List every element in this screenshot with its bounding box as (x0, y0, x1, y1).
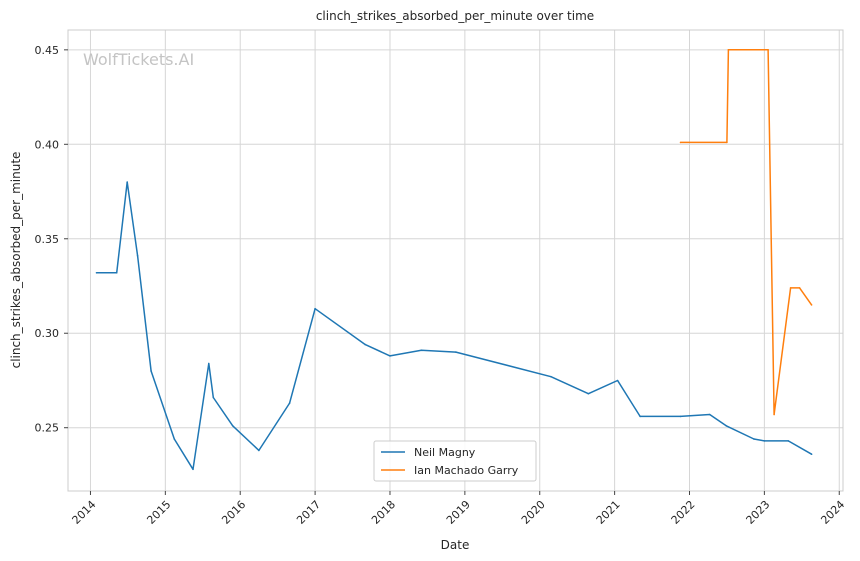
data-point-ian-machado-garry (679, 141, 682, 144)
data-point-neil-magny (725, 425, 727, 427)
watermark: WolfTickets.AI (83, 50, 194, 69)
data-point-neil-magny (115, 272, 118, 274)
legend-label-neil-magny: Neil Magny (414, 446, 476, 459)
data-point-neil-magny (150, 370, 152, 372)
data-point-ian-machado-garry (773, 413, 775, 416)
data-point-neil-magny (616, 379, 619, 382)
legend-box (373, 440, 537, 482)
y-tick-label: 0.25 (35, 422, 60, 435)
data-point-neil-magny (288, 402, 291, 404)
y-tick-label: 0.40 (35, 138, 60, 151)
x-axis-title: Date (441, 538, 470, 552)
data-point-neil-magny (136, 255, 139, 257)
data-point-neil-magny (639, 415, 641, 418)
series-layer (95, 49, 813, 471)
series-line-neil-magny (96, 181, 812, 471)
data-point-neil-magny (173, 438, 176, 440)
x-tick-label: 2020 (519, 498, 548, 527)
plot-frame (67, 29, 844, 492)
x-tick-label: 2019 (444, 498, 473, 527)
x-tick-label: 2024 (818, 498, 847, 527)
grid-layer (68, 30, 843, 491)
data-point-neil-magny (208, 362, 210, 365)
data-point-ian-machado-garry (767, 49, 769, 51)
data-point-ian-machado-garry (789, 287, 792, 289)
data-point-neil-magny (389, 355, 391, 357)
data-point-ian-machado-garry (726, 141, 728, 144)
y-axis-title: clinch_strikes_absorbed_per_minute (9, 152, 23, 369)
data-point-ian-machado-garry (810, 304, 813, 306)
data-point-neil-magny (763, 440, 766, 442)
x-tick-label: 2023 (744, 498, 773, 527)
data-point-neil-magny (314, 307, 316, 310)
data-point-neil-magny (192, 468, 194, 471)
data-point-neil-magny (212, 396, 215, 399)
data-point-neil-magny (420, 349, 423, 352)
data-point-ian-machado-garry (798, 287, 801, 289)
data-point-neil-magny (126, 181, 128, 183)
data-point-neil-magny (364, 343, 367, 346)
data-point-ian-machado-garry (727, 49, 730, 51)
chart-title: clinch_strikes_absorbed_per_minute over … (316, 9, 594, 23)
legend: Neil Magny Ian Machado Garry (373, 440, 537, 482)
data-point-neil-magny (95, 272, 98, 274)
data-point-neil-magny (753, 438, 755, 440)
data-point-neil-magny (258, 449, 260, 452)
series-line-ian-machado-garry (680, 49, 813, 416)
y-axis-ticks: 0.25 0.30 0.35 0.40 0.45 (35, 44, 68, 435)
data-point-neil-magny (550, 375, 552, 378)
data-point-neil-magny (787, 440, 790, 442)
x-tick-label: 2021 (594, 498, 623, 527)
x-tick-label: 2022 (669, 498, 698, 527)
data-point-neil-magny (587, 392, 590, 395)
data-point-neil-magny (679, 415, 682, 418)
y-tick-label: 0.35 (35, 233, 60, 246)
y-tick-label: 0.30 (35, 327, 60, 340)
legend-label-ian-machado-garry: Ian Machado Garry (414, 464, 519, 477)
x-tick-label: 2014 (70, 498, 99, 527)
data-point-neil-magny (810, 453, 813, 456)
data-point-neil-magny (708, 413, 711, 416)
x-tick-label: 2015 (144, 498, 173, 527)
y-tick-label: 0.45 (35, 44, 60, 57)
data-point-neil-magny (231, 425, 234, 427)
x-axis-ticks: 2014 2015 2016 2017 2018 2019 2020 2021 2022 2023… (70, 491, 847, 527)
data-point-neil-magny (455, 351, 457, 353)
x-tick-label: 2016 (219, 498, 248, 527)
x-tick-label: 2018 (369, 498, 398, 527)
x-tick-label: 2017 (294, 498, 323, 527)
